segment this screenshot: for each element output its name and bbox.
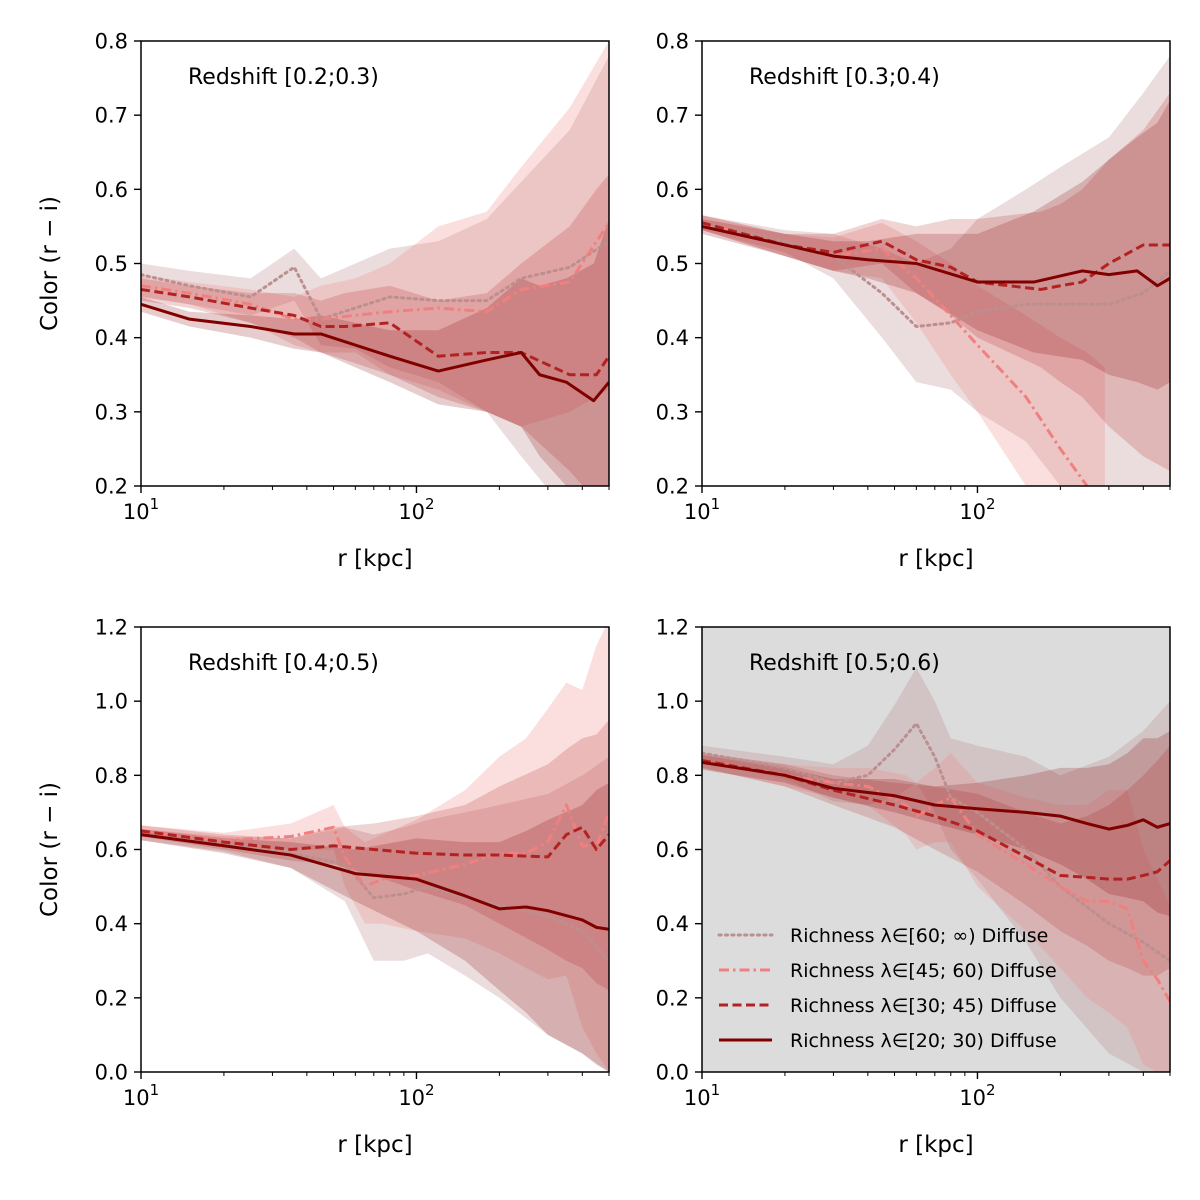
- legend-label: Richness λ∈[45; 60) Diffuse: [790, 960, 1057, 982]
- legend-item: Richness λ∈[45; 60) Diffuse: [719, 960, 1057, 982]
- x-tick-label: 102: [959, 495, 995, 524]
- error-band-series-1: [141, 756, 609, 1072]
- plot-area: [141, 627, 609, 1072]
- y-tick-label: 0.8: [656, 30, 689, 54]
- series-line-3: [702, 759, 1170, 881]
- series-line-2: [702, 221, 1090, 486]
- series-line-3: [141, 287, 609, 377]
- y-tick-label: 0.2: [656, 986, 689, 1010]
- y-tick-label: 0.6: [95, 838, 128, 862]
- error-band-series-2: [141, 41, 609, 427]
- x-axis-label: r [kpc]: [898, 546, 973, 572]
- plot-background: [141, 41, 609, 486]
- y-tick-label: 0.2: [95, 475, 128, 499]
- y-tick-label: 0.5: [95, 252, 128, 276]
- series-line-4: [141, 833, 609, 931]
- panel-1: 101 102 0.2 0.3 0.4 0.5 0.6 0.7 0.8 r [kpc] Color …: [37, 30, 610, 572]
- x-tick-label: 101: [123, 495, 159, 524]
- y-tick-label: 0.4: [656, 326, 689, 350]
- x-tick-label: 102: [398, 495, 434, 524]
- x-axis-label: r [kpc]: [337, 1132, 412, 1158]
- x-tick-label: 101: [684, 1081, 720, 1110]
- panel-title: Redshift [0.5;0.6): [749, 651, 940, 676]
- x-tick-label: 102: [959, 1081, 995, 1110]
- legend-item: Richness λ∈[60; ∞) Diffuse: [717, 925, 1048, 947]
- series-line-1: [702, 721, 1170, 963]
- x-axis-label: r [kpc]: [337, 546, 412, 572]
- panel-title: Redshift [0.4;0.5): [188, 651, 379, 676]
- error-band-series-1: [702, 667, 1170, 1072]
- plot-area: [702, 667, 1170, 1072]
- panel-title: Redshift [0.3;0.4): [749, 65, 940, 90]
- panel-4: 101 102 0.0 0.2 0.4 0.6 0.8 1.0 1.2 r [kpc] Redshi…: [656, 616, 1171, 1158]
- error-band-series-3: [702, 92, 1170, 472]
- error-band-series-4: [702, 100, 1170, 390]
- error-band-series-3: [141, 174, 609, 486]
- y-tick-label: 0.4: [656, 912, 689, 936]
- series-line-1: [141, 239, 609, 321]
- y-tick-label: 0.8: [656, 764, 689, 788]
- error-band-series-2: [702, 753, 1170, 1072]
- y-tick-label: 0.8: [95, 764, 128, 788]
- y-tick-label: 0.0: [95, 1061, 128, 1085]
- series-line-2: [702, 759, 1170, 1003]
- y-tick-label: 0.3: [95, 400, 128, 424]
- y-tick-label: 0.0: [656, 1061, 689, 1085]
- legend: Richness λ∈[60; ∞) Diffuse Richness λ∈[45…: [717, 925, 1057, 1052]
- plot-area: [141, 41, 609, 486]
- y-tick-label: 0.6: [656, 838, 689, 862]
- error-band-series-4: [702, 730, 1170, 917]
- plot-background: [702, 627, 1170, 1072]
- legend-item: Richness λ∈[20; 30) Diffuse: [719, 1030, 1057, 1052]
- error-band-series-2: [702, 215, 1105, 486]
- panel-3: 101 102 0.0 0.2 0.4 0.6 0.8 1.0 1.2 r [kpc] Color …: [37, 616, 610, 1158]
- y-tick-label: 1.0: [656, 690, 689, 714]
- series-line-3: [141, 825, 609, 859]
- series-line-4: [141, 302, 609, 403]
- series-line-1: [141, 833, 609, 963]
- y-tick-label: 0.4: [95, 326, 128, 350]
- legend-item: Richness λ∈[30; 45) Diffuse: [719, 995, 1057, 1017]
- panel-title: Redshift [0.2;0.3): [188, 65, 379, 90]
- y-tick-label: 0.7: [95, 104, 128, 128]
- panel-2: 101 102 0.2 0.3 0.4 0.5 0.6 0.7 0.8 r [kpc] Redshi…: [656, 30, 1171, 572]
- y-tick-label: 0.6: [656, 178, 689, 202]
- y-tick-label: 1.2: [95, 616, 128, 640]
- series-line-4: [702, 760, 1170, 831]
- y-tick-label: 0.2: [656, 475, 689, 499]
- y-tick-label: 0.7: [656, 104, 689, 128]
- y-tick-label: 1.2: [656, 616, 689, 640]
- legend-label: Richness λ∈[20; 30) Diffuse: [790, 1030, 1057, 1052]
- y-tick-label: 0.8: [95, 30, 128, 54]
- x-tick-label: 102: [398, 1081, 434, 1110]
- y-axis-label: Color (r − i): [37, 196, 63, 331]
- y-tick-label: 0.3: [656, 400, 689, 424]
- error-band-series-1: [141, 55, 609, 486]
- legend-label: Richness λ∈[60; ∞) Diffuse: [790, 925, 1048, 947]
- y-tick-label: 0.2: [95, 986, 128, 1010]
- error-band-series-3: [702, 745, 1170, 976]
- y-tick-label: 0.5: [656, 252, 689, 276]
- y-axis-label: Color (r − i): [37, 782, 63, 917]
- series-line-4: [702, 224, 1170, 288]
- x-tick-label: 101: [123, 1081, 159, 1110]
- error-band-series-3: [141, 719, 609, 991]
- legend-label: Richness λ∈[30; 45) Diffuse: [790, 995, 1057, 1017]
- x-axis-label: r [kpc]: [898, 1132, 973, 1158]
- x-tick-label: 101: [684, 495, 720, 524]
- y-tick-label: 1.0: [95, 690, 128, 714]
- y-tick-label: 0.6: [95, 178, 128, 202]
- y-tick-label: 0.4: [95, 912, 128, 936]
- plot-area: [702, 55, 1170, 486]
- series-line-2: [141, 803, 609, 889]
